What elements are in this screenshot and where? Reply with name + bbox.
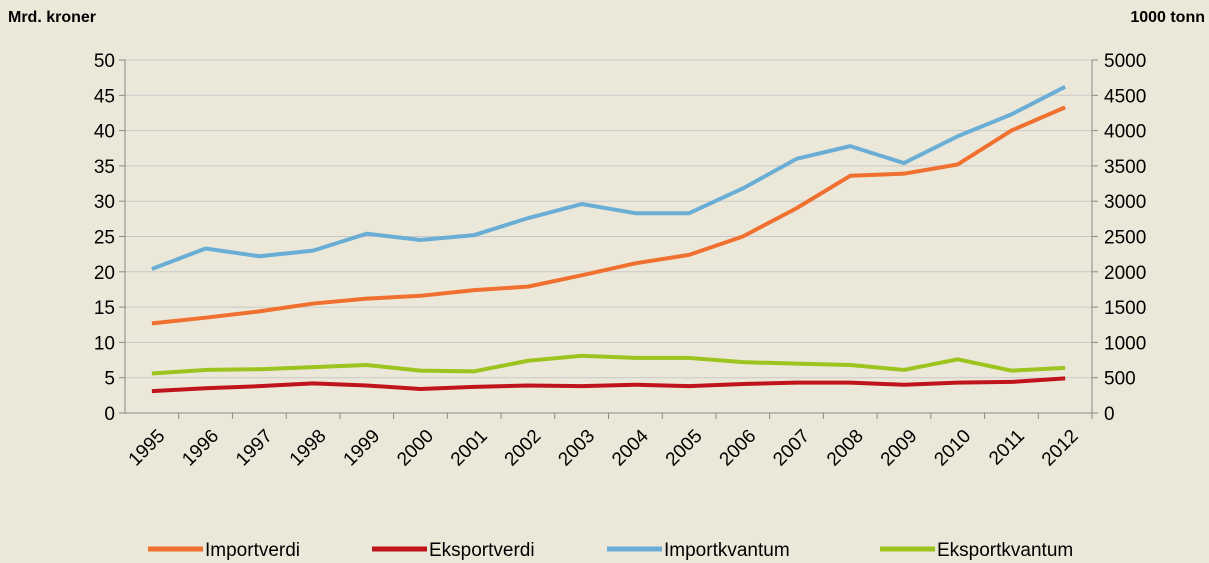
y2-tick-label: 5000	[1104, 51, 1146, 72]
y2-tick-label: 2000	[1104, 263, 1146, 284]
y-tick-label: 15	[94, 298, 115, 319]
x-tick-label: 2003	[554, 426, 599, 471]
x-tick-label: 1997	[232, 426, 277, 471]
legend-label: Eksportverdi	[429, 540, 535, 561]
y-tick-label: 45	[94, 86, 115, 107]
y-tick-label: 35	[94, 157, 115, 178]
y2-tick-label: 3500	[1104, 157, 1146, 178]
x-tick-label: 2000	[393, 426, 438, 471]
y-tick-label: 30	[94, 192, 115, 213]
y-tick-label: 0	[104, 404, 115, 425]
y-tick-label: 25	[94, 228, 115, 249]
x-tick-label: 2001	[447, 426, 492, 471]
y2-tick-label: 0	[1104, 404, 1115, 425]
y-tick-label: 40	[94, 122, 115, 143]
legend-label: Importkvantum	[664, 540, 790, 561]
y-tick-label: 20	[94, 263, 115, 284]
x-tick-label: 2010	[930, 426, 975, 471]
x-tick-label: 2008	[823, 426, 868, 471]
y-tick-label: 10	[94, 333, 115, 354]
x-tick-label: 2004	[608, 425, 653, 470]
x-tick-label: 2011	[985, 426, 1029, 470]
x-tick-label: 1999	[340, 426, 385, 471]
y2-axis-title: 1000 tonn	[1130, 9, 1205, 26]
y2-tick-label: 500	[1104, 369, 1136, 390]
series-line	[151, 85, 1067, 271]
x-tick-label: 1995	[125, 426, 170, 471]
x-tick-label: 1998	[286, 426, 331, 471]
series-line	[151, 105, 1066, 326]
y2-tick-label: 2500	[1104, 228, 1146, 249]
y2-tick-label: 4500	[1104, 86, 1146, 107]
y-tick-label: 50	[94, 51, 115, 72]
y2-tick-label: 3000	[1104, 192, 1146, 213]
x-tick-label: 2007	[769, 426, 814, 471]
x-tick-label: 2012	[1038, 426, 1083, 471]
series-line	[151, 376, 1066, 394]
x-tick-label: 2009	[877, 426, 922, 471]
series-line	[151, 353, 1066, 376]
x-tick-label: 2006	[716, 426, 761, 471]
x-tick-label: 2002	[501, 426, 546, 471]
y2-tick-label: 1500	[1104, 298, 1146, 319]
y2-tick-label: 1000	[1104, 333, 1146, 354]
x-tick-label: 1996	[178, 426, 223, 471]
x-tick-label: 2005	[662, 426, 707, 471]
legend-label: Eksportkvantum	[937, 540, 1073, 561]
y-axis-title: Mrd. kroner	[8, 9, 96, 26]
legend-label: Importverdi	[205, 540, 300, 561]
y-tick-label: 5	[104, 369, 115, 390]
y2-tick-label: 4000	[1104, 122, 1146, 143]
